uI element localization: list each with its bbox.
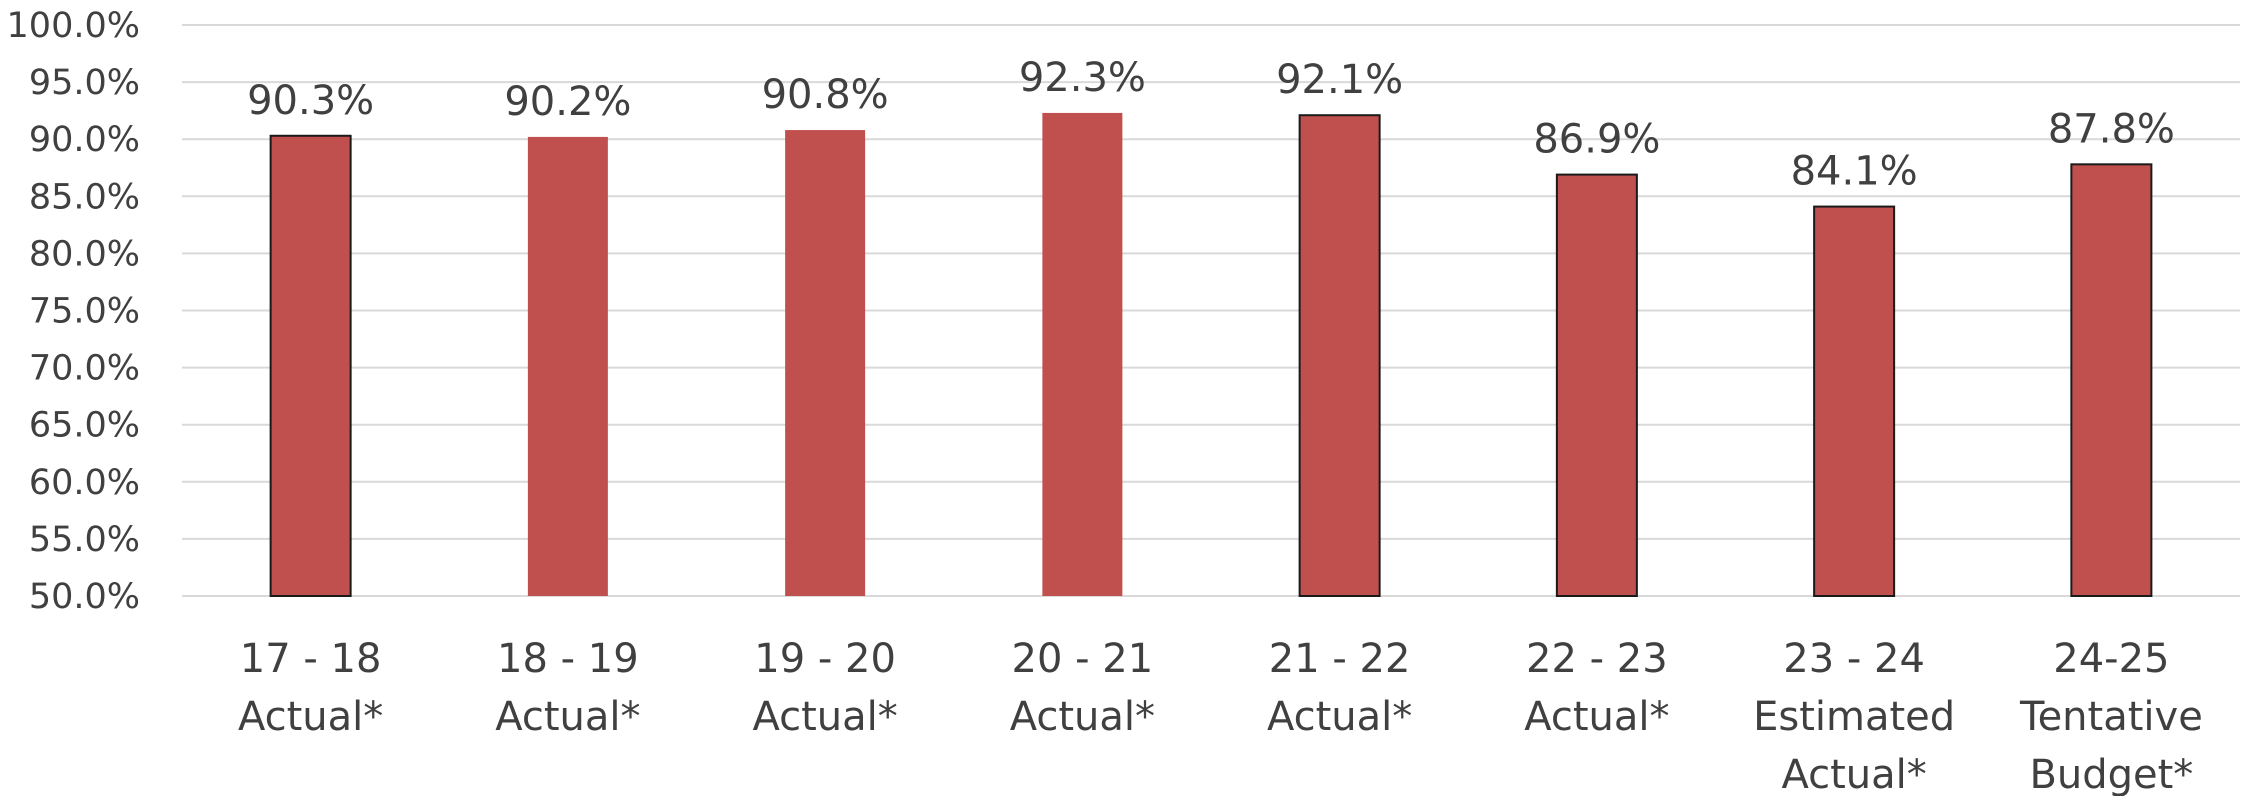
y-tick-label: 100.0% — [7, 6, 140, 46]
bar — [1813, 205, 1896, 597]
y-tick-label: 65.0% — [29, 406, 140, 446]
data-label: 92.1% — [1276, 57, 1403, 103]
y-tick-label: 60.0% — [29, 463, 140, 503]
y-tick-label: 90.0% — [29, 120, 140, 160]
x-tick-label: 22 - 23 Actual* — [1524, 636, 1669, 740]
bar — [269, 134, 352, 598]
bar — [1298, 114, 1381, 598]
bars — [269, 112, 2153, 598]
data-label: 84.1% — [1791, 149, 1918, 195]
bar — [1555, 173, 1638, 598]
data-label: 92.3% — [1019, 55, 1146, 101]
x-tick-label: 21 - 22 Actual* — [1267, 636, 1412, 740]
y-tick-label: 70.0% — [29, 349, 140, 389]
x-tick-label: 17 - 18 Actual* — [238, 636, 383, 740]
x-tick-label: 24-25 Tentative Budget* — [2019, 636, 2203, 796]
data-label: 90.3% — [247, 78, 374, 124]
bar — [527, 136, 608, 596]
data-label: 87.8% — [2048, 106, 2175, 152]
data-label: 86.9% — [1533, 117, 1660, 163]
y-tick-label: 80.0% — [29, 234, 140, 274]
x-tick-label: 19 - 20 Actual* — [752, 636, 897, 740]
bar — [785, 130, 866, 596]
y-tick-label: 55.0% — [29, 520, 140, 560]
x-tick-label: 20 - 21 Actual* — [1010, 636, 1155, 740]
data-label: 90.2% — [504, 79, 631, 125]
bar — [2070, 163, 2153, 597]
x-tick-label: 18 - 19 Actual* — [495, 636, 640, 740]
x-axis: 17 - 18 Actual* 18 - 19 Actual* 19 - 20 Actua… — [238, 636, 2203, 796]
y-tick-label: 50.0% — [29, 577, 140, 617]
gridlines — [182, 24, 2240, 597]
x-tick-label: 23 - 24 Estimated Actual* — [1753, 636, 1955, 796]
y-tick-label: 95.0% — [29, 63, 140, 103]
data-label: 90.8% — [762, 72, 889, 118]
y-tick-label: 75.0% — [29, 292, 140, 332]
bar — [1042, 112, 1123, 597]
y-tick-label: 85.0% — [29, 177, 140, 217]
data-labels: 90.3% 90.2% 90.8% 92.3% 92.1% 86.9% 84.1% 87.8% — [247, 55, 2175, 195]
y-axis: 100.0% 95.0% 90.0% 85.0% 80.0% 75.0% 70.0% 65.0… — [7, 6, 140, 617]
